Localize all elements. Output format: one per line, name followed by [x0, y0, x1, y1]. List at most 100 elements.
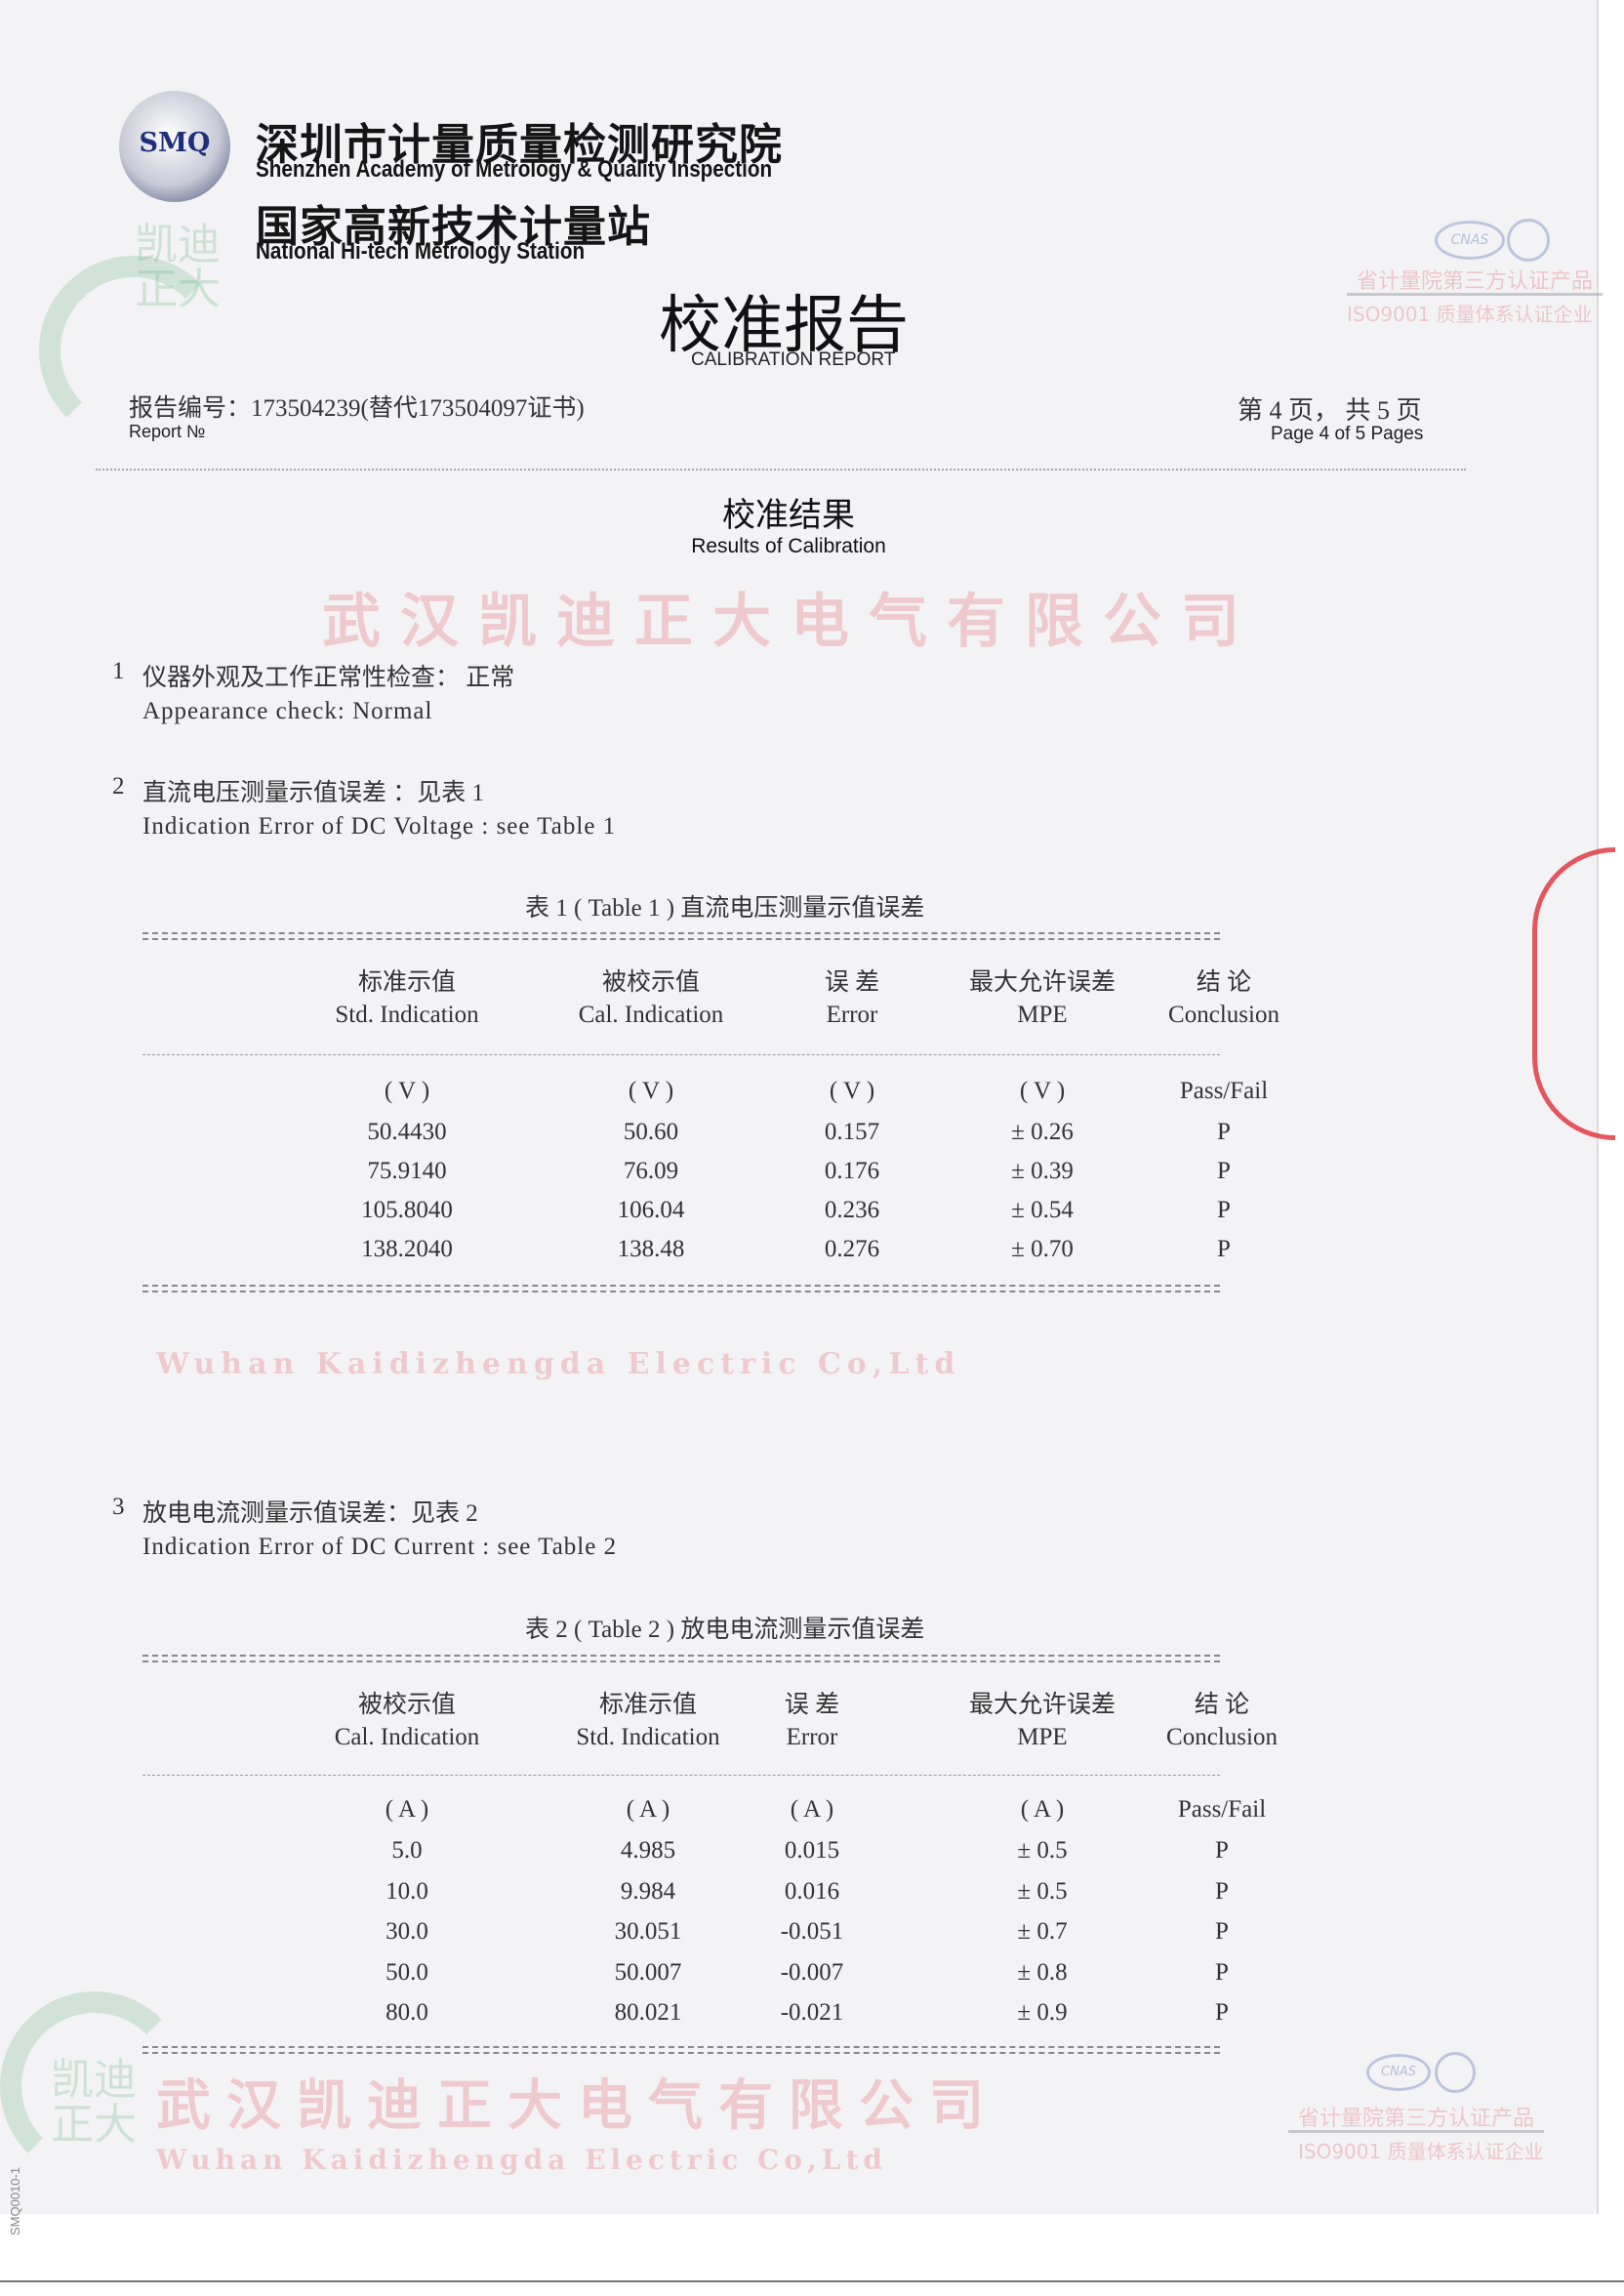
report-title-cn: 校准报告: [659, 290, 909, 362]
table2-unit: Pass/Fail: [1177, 1796, 1267, 1823]
table1-cell: 106.04: [617, 1197, 685, 1223]
page-number-en: Page 4 of 5 Pages: [1271, 424, 1424, 444]
table1-cell: P: [1217, 1158, 1231, 1184]
table1-header-rule: [142, 1054, 1220, 1055]
table2-header-en: Error: [786, 1724, 838, 1750]
item-text-cn: 放电电流测量示值误差：见表 2: [142, 1500, 478, 1527]
watermark-company-cn-bottom: 武汉凯迪正大电气有限公司: [156, 2073, 999, 2138]
section-title-en: Results of Calibration: [691, 535, 886, 557]
table1-cell: 50.4430: [367, 1119, 447, 1145]
table2-cell: 50.0: [386, 1958, 428, 1986]
table2-cell: ± 0.5: [1017, 1877, 1068, 1905]
table1-cell: 0.157: [824, 1119, 880, 1145]
watermark-company-en-bottom: Wuhan Kaidizhengda Electric Co,Ltd: [156, 2144, 887, 2176]
report-number: 报告编号：173504239(替代173504097证书): [129, 395, 585, 422]
table1-top-rule: [142, 932, 1220, 934]
table2-cell: P: [1215, 1999, 1229, 2026]
table1-header-en: Std. Indication: [335, 1002, 479, 1028]
table2-cell: 30.0: [386, 1918, 428, 1945]
cert-line2-bottom: ISO9001 质量体系认证企业: [1298, 2140, 1544, 2163]
station-name-en: National Hi-tech Metrology Station: [256, 238, 586, 265]
report-title-en: CALIBRATION REPORT: [691, 349, 896, 370]
table1-cell: 0.276: [824, 1236, 880, 1262]
table2-cell: 30.051: [614, 1918, 682, 1945]
table2-unit: ( A ): [790, 1796, 834, 1823]
table1-header-en: Conclusion: [1168, 1002, 1279, 1028]
table1-cell: 75.9140: [367, 1158, 447, 1184]
table2-cell: 80.0: [386, 1999, 428, 2026]
table1-header-cn: 被校示值: [601, 969, 701, 996]
table1-cell: ± 0.26: [1011, 1119, 1074, 1145]
table1-cell: P: [1217, 1119, 1231, 1145]
table2-header-cn: 标准示值: [598, 1692, 698, 1718]
table2-cell: -0.007: [780, 1958, 844, 1986]
table2-bottom-rule-2: [142, 2052, 1220, 2054]
report-number-label-en: Report №: [129, 422, 206, 441]
table2-caption: 表 2 ( Table 2 ) 放电电流测量示值误差: [525, 1617, 925, 1643]
item-text-en: Indication Error of DC Current : see Tab…: [142, 1534, 618, 1560]
table2-header-en: Conclusion: [1166, 1724, 1278, 1750]
section-title-cn: 校准结果: [722, 496, 855, 535]
table2-cell: ± 0.5: [1017, 1837, 1068, 1864]
watermark-company-cn: 武汉凯迪正大电气有限公司: [322, 588, 1259, 656]
table2-cell: P: [1215, 1918, 1229, 1945]
watermark-brand: 凯迪正大: [135, 220, 221, 314]
table1-header-cn: 结 论: [1196, 969, 1252, 996]
table2-cell: ± 0.9: [1017, 1999, 1068, 2026]
table2-header-cn: 误 差: [784, 1692, 840, 1718]
table1-cell: ± 0.70: [1011, 1236, 1074, 1262]
table2-header-cn: 被校示值: [357, 1692, 457, 1718]
table1-header-cn: 最大允许误差: [968, 969, 1116, 996]
table1-cell: 105.8040: [361, 1197, 453, 1223]
cert-line2: ISO9001 质量体系认证企业: [1347, 303, 1593, 326]
table2-cell: 9.984: [620, 1877, 676, 1905]
table1-unit: ( V ): [829, 1078, 875, 1104]
table2-header-en: Std. Indication: [576, 1724, 720, 1750]
table1-caption: 表 1 ( Table 1 ) 直流电压测量示值误差: [525, 895, 925, 922]
institute-name-cn: 深圳市计量质量检测研究院: [256, 120, 783, 170]
item-text-en: Appearance check: Normal: [142, 698, 433, 724]
bottom-edge: [0, 2280, 1624, 2282]
table2-top-rule: [142, 1655, 1220, 1657]
table1-unit: Pass/Fail: [1179, 1078, 1269, 1104]
table1-header-cn: 误 差: [824, 969, 880, 996]
table1-header-en: Error: [826, 1002, 878, 1028]
table2-cell: P: [1215, 1877, 1229, 1905]
table2-header-en: Cal. Indication: [334, 1724, 480, 1750]
official-seal-stamp: [1532, 847, 1615, 1140]
smq-logo: SMQ: [119, 91, 230, 202]
table2-cell: 4.985: [620, 1837, 676, 1864]
table2-cell: 0.016: [784, 1877, 840, 1905]
header-divider: [96, 469, 1466, 471]
item-text-cn: 仪器外观及工作正常性检查： 正常: [142, 665, 515, 691]
cert-line1: 省计量院第三方认证产品: [1357, 269, 1594, 294]
table2-bottom-rule: [142, 2046, 1220, 2048]
table2-cell: ± 0.8: [1017, 1958, 1068, 1986]
iaf-logo-icon-bottom: [1435, 2052, 1476, 2093]
table2-header-rule: [142, 1775, 1220, 1776]
table1-unit: ( V ): [628, 1078, 674, 1104]
table1-header-en: Cal. Indication: [578, 1002, 724, 1028]
cnas-logo: CNAS: [1435, 221, 1505, 260]
cert-divider-bottom: [1288, 2130, 1544, 2133]
table2-unit: ( A ): [1020, 1796, 1065, 1823]
table1-bottom-rule-2: [142, 1291, 1220, 1292]
table2-header-cn: 结 论: [1194, 1692, 1250, 1718]
table1-cell: 138.48: [617, 1236, 685, 1262]
item-text-cn: 直流电压测量示值误差 ：见表 1: [142, 780, 485, 806]
table1-cell: 0.236: [824, 1197, 880, 1223]
table1-cell: 0.176: [824, 1158, 880, 1184]
table2-unit: ( A ): [626, 1796, 670, 1823]
item-text-en: Indication Error of DC Voltage : see Tab…: [142, 813, 617, 840]
table2-cell: 50.007: [614, 1958, 682, 1986]
watermark-brand-bottom: 凯迪正大: [51, 2055, 137, 2150]
page-number-cn: 第 4 页， 共 5 页: [1238, 396, 1422, 425]
watermark-company-en: Wuhan Kaidizhengda Electric Co,Ltd: [156, 1347, 961, 1381]
table2-cell: 0.015: [784, 1837, 840, 1864]
document-page: [0, 0, 1597, 2214]
table1-header-en: MPE: [1017, 1002, 1068, 1028]
table2-top-rule-2: [142, 1660, 1220, 1662]
item-number: 1: [112, 658, 125, 684]
smq-logo-text: SMQ: [139, 128, 211, 158]
table1-cell: P: [1217, 1236, 1231, 1262]
